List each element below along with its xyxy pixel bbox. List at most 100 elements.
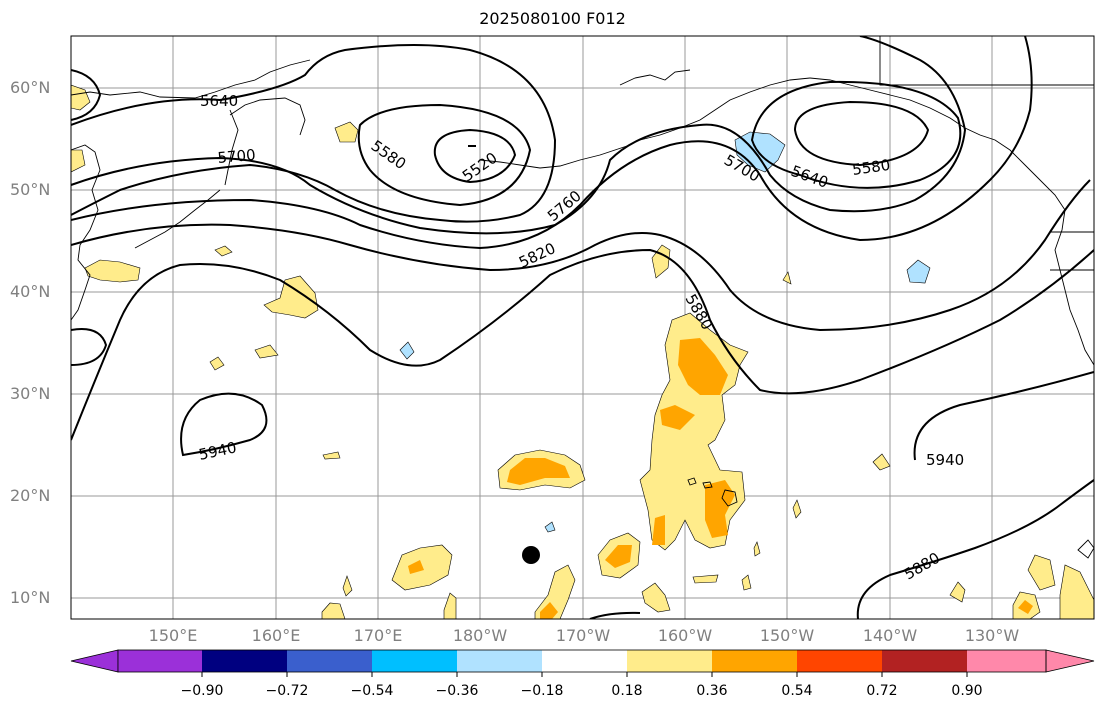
shade-region-sw2-core: [408, 560, 424, 574]
coastlines: [71, 36, 1094, 559]
coastline-aleutians: [479, 144, 631, 169]
contour-5640-east-low: [750, 80, 962, 189]
shade-region-sw1-core: [605, 545, 632, 568]
shade-neg-mid: [399, 341, 415, 360]
shade-region-south1: [534, 564, 576, 619]
longitude-label: 170°E: [353, 626, 403, 645]
shade-region-east2: [872, 453, 891, 471]
contour-label: 5940: [197, 438, 238, 464]
contour-5940-west: [180, 392, 268, 457]
shade-region-ne-corner: [71, 84, 91, 111]
shaded-positive-regions: [71, 84, 1094, 619]
shade-region-small-c: [342, 575, 353, 597]
latitude-label: 10°N: [10, 588, 51, 607]
contour-closed-nw: [71, 69, 102, 121]
shade-region-hawaii-core: [678, 338, 728, 395]
shade-region-far-east3-core: [1018, 600, 1033, 614]
height-contours: [71, 36, 1094, 619]
coastline-alaska-gulf: [809, 77, 1066, 211]
shade-region-west-40n: [263, 275, 319, 319]
shade-region-small-a: [692, 574, 719, 584]
map-title: 2025080100 F012: [479, 9, 626, 28]
coastline-alaska-south: [639, 77, 811, 141]
contour-label: 5700: [217, 146, 257, 167]
longitude-label: 140°W: [862, 626, 918, 645]
shade-region-south4: [443, 592, 457, 619]
longitude-label: 160°W: [657, 626, 713, 645]
shade-region-east1: [949, 581, 966, 603]
shade-region-small-d: [651, 244, 671, 279]
contour-closed-west-small: [71, 328, 108, 366]
coastline-far-east-island: [1077, 539, 1094, 559]
colorbar-arrow-right: [1045, 649, 1095, 673]
colorbar-tick-label: −0.54: [350, 683, 394, 699]
colorbar-tick-label: −0.18: [520, 683, 564, 699]
latitude-label: 40°N: [10, 282, 51, 301]
colorbar-tick-label: 0.36: [696, 683, 728, 699]
shade-region-south2: [641, 582, 671, 613]
colorbar-segment: [797, 650, 882, 672]
map-frame: [70, 35, 1095, 620]
colorbar-ticks: [201, 672, 968, 677]
colorbar-segment: [627, 650, 712, 672]
shade-region-far-east1: [1027, 554, 1056, 591]
colorbar-segment: [118, 650, 202, 672]
contour-label: 5640: [789, 162, 831, 192]
colorbar-segment: [882, 650, 967, 672]
colorbar-segment: [457, 650, 542, 672]
coastline-hawaii: [687, 477, 738, 507]
contour-5520-west-low: [433, 128, 517, 184]
shade-region-midwest-small2: [209, 356, 225, 371]
shade-region-midwest-small1: [254, 344, 279, 359]
colorbar: [70, 649, 1095, 677]
shade-neg-east: [906, 259, 931, 284]
shade-region-far-east2: [1059, 564, 1094, 619]
contour-5580-east-low: [793, 100, 930, 167]
colorbar-segment: [372, 650, 457, 672]
shade-region-hawaii-core-2: [705, 480, 735, 538]
coastline-asia-north: [71, 59, 311, 99]
latitude-label: 60°N: [10, 78, 51, 97]
longitude-label: 150°E: [148, 626, 198, 645]
shade-region-south1-core: [540, 602, 558, 619]
contour-5880-line: [71, 248, 1094, 441]
coastline-north-america-west: [1054, 209, 1094, 366]
longitude-label: 160°E: [251, 626, 301, 645]
colorbar-segment: [542, 650, 627, 672]
contour-label: 5820: [516, 239, 558, 271]
colorbar-segment: [712, 650, 797, 672]
shade-region-small-g: [782, 271, 792, 285]
shade-region-hawaii-core-3: [652, 515, 665, 545]
contour-label: 5940: [926, 451, 964, 469]
shade-region-nw-edge: [71, 149, 86, 173]
location-marker: [522, 546, 540, 564]
coastline-kuril-chain: [134, 189, 221, 249]
contour-5880-southeast: [856, 479, 1094, 619]
colorbar-tick-label: 0.72: [866, 683, 898, 699]
contour-label: 5580: [851, 156, 891, 179]
shade-region-hawaii-core-4: [660, 405, 695, 430]
shade-region-south3: [321, 602, 346, 619]
contour-5820-line: [71, 179, 1091, 332]
contour-5760-line: [71, 36, 1033, 250]
contour-label: 5880: [901, 549, 943, 584]
latitude-label: 50°N: [10, 180, 51, 199]
colorbar-tick-label: −0.90: [180, 683, 224, 699]
coastline-kamchatka-peninsula: [224, 109, 239, 186]
longitude-label: 130°W: [964, 626, 1020, 645]
shade-neg-gulf: [734, 131, 786, 173]
colorbar-frame: [117, 649, 1047, 673]
contour-label: 5640: [200, 92, 238, 110]
coastline-siberia: [229, 97, 306, 136]
grid-lines: [71, 36, 1094, 619]
shaded-negative-regions: [399, 131, 931, 533]
colorbar-segment: [287, 650, 372, 672]
contour-5700-line: [71, 36, 967, 235]
longitude-label: 150°W: [759, 626, 815, 645]
colorbar-tick-label: 0.90: [951, 683, 983, 699]
contour-5940-east: [913, 371, 1094, 461]
coastline-alaska-west: [619, 69, 691, 86]
shade-region-east3: [792, 499, 802, 519]
coastline-north-alaska: [879, 36, 1094, 86]
colorbar-tick-label: 0.18: [611, 683, 643, 699]
